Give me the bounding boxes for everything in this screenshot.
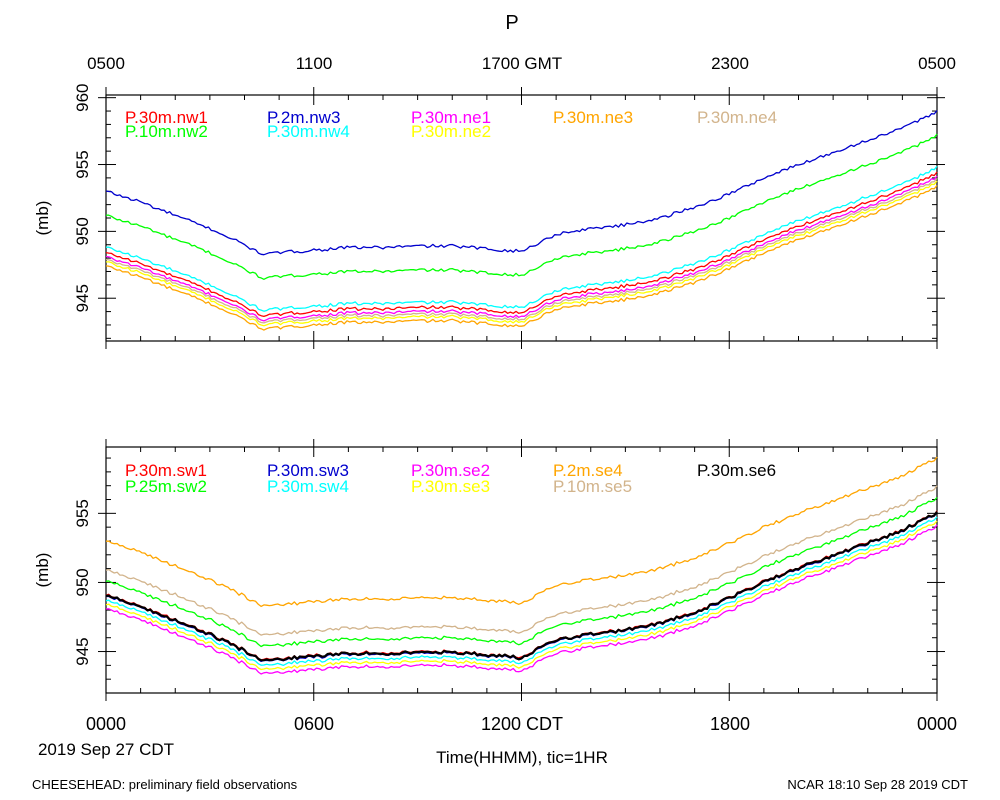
x-axis-label: Time(HHMM), tic=1HR [436,748,608,767]
series-line-P.30m.se2 [105,524,938,675]
series-line-P.30m.se6 [105,511,938,662]
bottom-tick-label: 0600 [294,714,334,734]
series-line-P.30m.ne1 [105,175,938,322]
date-label: 2019 Sep 27 CDT [38,740,174,759]
top-tick-label: 2300 [711,54,749,73]
legend-entry: P.10m.se5 [553,477,632,496]
top-tick-label: 1100 [296,54,333,73]
series-line-P.2m.se4 [105,456,938,608]
series-line-P.30m.sw1 [105,510,938,661]
y-tick-label: 950 [73,568,92,596]
legend-entry: P.25m.sw2 [125,477,207,496]
y-axis-label: (mb) [33,553,52,588]
legend-entry: P.30m.sw1 [125,461,207,480]
legend-entry: P.2m.se4 [553,461,623,480]
legend-entry: P.30m.se2 [411,461,490,480]
legend-entry: P.30m.ne1 [411,108,491,127]
series-line-P.30m.nw4 [106,165,938,312]
top-tick-label: 0500 [87,54,125,73]
series-line-P.2m.nw3 [105,110,938,256]
plot-frame [105,446,938,694]
series-line-P.30m.nw1 [105,171,938,318]
footer-right: NCAR 18:10 Sep 28 2019 CDT [787,777,968,792]
series-line-P.25m.sw2 [105,496,938,648]
series-line-P.10m.nw2 [105,133,938,280]
legend-entry: P.10m.nw2 [125,122,208,141]
bottom-tick-label: 0000 [917,714,957,734]
y-axis-label: (mb) [33,201,52,236]
series-line-P.30m.ne3 [105,185,938,331]
y-tick-label: 955 [73,150,92,178]
top-tick-label: 1700 GMT [482,54,562,73]
legend-entry: P.30m.ne2 [411,122,491,141]
series-line-P.30m.ne2 [106,180,938,327]
series-line-P.10m.se5 [105,485,938,636]
y-tick-label: 960 [73,83,92,111]
legend-entry: P.30m.ne3 [553,108,633,127]
series-line-P.30m.sw4 [105,516,938,667]
y-tick-label: 950 [73,217,92,245]
legend-entry: P.30m.se6 [697,461,776,480]
series-line-P.30m.se3 [105,520,938,671]
top-tick-label: 0500 [918,54,956,73]
y-tick-label: 945 [73,637,92,665]
y-tick-label: 945 [73,284,92,312]
bottom-tick-label: 1800 [710,714,750,734]
legend-entry: P.30m.nw1 [125,108,208,127]
series-line-P.30m.sw3 [106,511,938,663]
legend-entry: P.30m.se3 [411,477,490,496]
legend-entry: P.2m.nw3 [267,108,340,127]
bottom-tick-label: 0000 [86,714,126,734]
series-line-P.30m.ne4 [105,177,938,324]
legend-entry: P.30m.ne4 [697,108,777,127]
bottom-tick-label: 1200 CDT [481,714,563,734]
legend-entry: P.30m.nw4 [267,122,350,141]
footer-left: CHEESEHEAD: preliminary field observatio… [32,777,298,792]
legend-entry: P.30m.sw4 [267,477,349,496]
chart-title: P [505,12,518,34]
y-tick-label: 955 [73,499,92,527]
legend-entry: P.30m.sw3 [267,461,349,480]
